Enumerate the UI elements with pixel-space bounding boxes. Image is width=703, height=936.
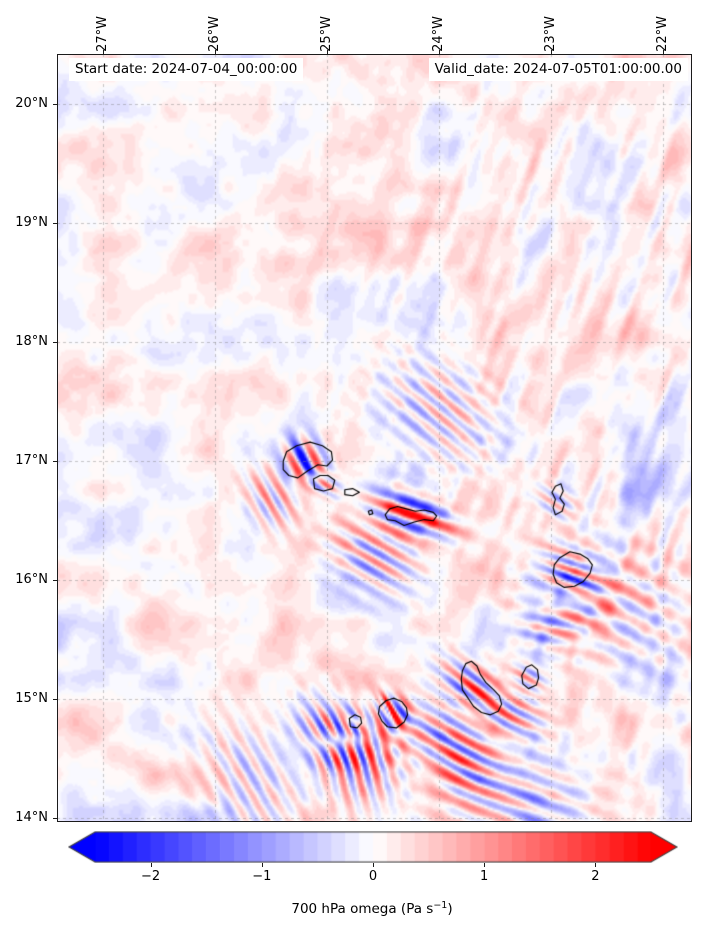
colorbar-tick-label: 2: [591, 869, 600, 884]
colorbar-label-superscript: −1: [433, 900, 448, 911]
valid-date-annotation: Valid_date: 2024-07-05T01:00:00.00: [428, 58, 688, 81]
lat-tick-label: 20°N: [15, 96, 48, 111]
lat-tick-mark: [53, 461, 57, 463]
lon-tick-label: 25°W: [319, 16, 335, 52]
lat-tick-mark: [53, 342, 57, 344]
colorbar-axis-label: 700 hPa omega (Pa s−1): [172, 900, 572, 917]
colorbar-tick-label: 1: [480, 869, 489, 884]
lon-tick-mark: [326, 50, 328, 54]
lat-tick-label: 19°N: [15, 215, 48, 231]
lon-tick-mark: [214, 50, 216, 54]
colorbar-tick-mark: [595, 863, 597, 867]
lon-tick-mark: [438, 50, 440, 54]
omega-field-map-canvas: [57, 54, 692, 822]
lon-tick-label: 23°W: [543, 16, 559, 52]
colorbar-tick-label: −2: [141, 869, 161, 884]
colorbar: [68, 831, 678, 863]
colorbar-tick-mark: [484, 863, 486, 867]
colorbar-tick-label: −1: [252, 869, 272, 884]
colorbar-tick-mark: [373, 863, 374, 867]
lon-tick-mark: [550, 50, 552, 54]
colorbar-tick-label: 0: [368, 869, 378, 884]
colorbar-label-text: 700 hPa omega (Pa s: [291, 901, 434, 917]
lat-tick-mark: [53, 699, 57, 701]
lat-tick-label: 17°N: [15, 453, 48, 469]
lon-tick-label: 24°W: [431, 16, 447, 52]
lon-tick-label: 22°W: [655, 16, 671, 52]
lon-tick-mark: [102, 50, 104, 54]
colorbar-tick-mark: [150, 863, 152, 867]
lat-tick-mark: [53, 580, 57, 582]
lat-tick-label: 16°N: [15, 572, 48, 588]
lat-tick-label: 15°N: [15, 691, 48, 707]
lon-tick-label: 27°W: [95, 16, 111, 52]
lat-tick-label: 18°N: [15, 334, 48, 350]
lat-tick-mark: [53, 818, 57, 820]
colorbar-tick-mark: [261, 863, 263, 867]
lat-tick-label: 14°N: [15, 810, 48, 826]
start-date-annotation: Start date: 2024-07-04_00:00:00: [69, 58, 304, 81]
lat-tick-mark: [53, 223, 57, 225]
lon-tick-mark: [662, 50, 664, 54]
lon-tick-label: 26°W: [207, 16, 223, 52]
lat-tick-mark: [53, 104, 57, 105]
colorbar-label-suffix: ): [447, 901, 453, 917]
